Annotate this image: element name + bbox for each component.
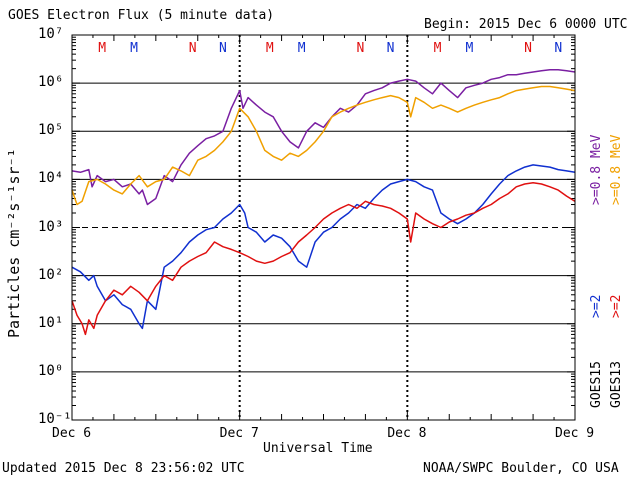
x-tick-label: Dec 7 xyxy=(219,426,259,441)
y-tick-label: 10⁰ xyxy=(38,362,64,379)
begin-time: Begin: 2015 Dec 6 0000 UTC xyxy=(424,17,628,32)
marker-N: N xyxy=(524,41,532,56)
updated-time: Updated 2015 Dec 8 23:56:02 UTC xyxy=(2,461,245,476)
marker-N: N xyxy=(387,41,395,56)
y-tick-label: 10² xyxy=(38,266,64,283)
series-line-1 xyxy=(71,68,576,206)
legend-satellite: GOES13 xyxy=(609,361,624,408)
marker-N: N xyxy=(189,41,197,56)
x-tick-label: Dec 9 xyxy=(555,426,595,441)
chart-title: GOES Electron Flux (5 minute data) xyxy=(8,8,275,23)
legend-satellite: GOES15 xyxy=(589,361,604,408)
y-tick-label: 10¹ xyxy=(38,314,64,331)
marker-M: M xyxy=(98,41,106,56)
marker-N: N xyxy=(554,41,562,56)
legend-label: >=2 xyxy=(589,294,604,318)
y-tick-label: 10³ xyxy=(38,218,64,235)
series-line-4 xyxy=(71,182,576,336)
legend-label: >=2 xyxy=(609,294,624,318)
marker-M: M xyxy=(465,41,473,56)
plot-frame xyxy=(71,34,576,421)
credit: NOAA/SWPC Boulder, CO USA xyxy=(423,461,619,476)
legend-label: >=0.8 MeV xyxy=(609,134,624,205)
marker-M: M xyxy=(298,41,306,56)
y-tick-label: 10⁵ xyxy=(38,122,64,139)
y-tick-label: 10⁻¹ xyxy=(38,411,72,427)
x-axis-label: Universal Time xyxy=(263,441,373,456)
legend-label: >=0.8 MeV xyxy=(589,134,604,205)
marker-N: N xyxy=(219,41,227,56)
series-line-3 xyxy=(71,164,576,330)
marker-M: M xyxy=(434,41,442,56)
grid-layer xyxy=(71,34,576,421)
y-tick-label: 10⁶ xyxy=(38,74,64,91)
series-layer xyxy=(71,68,576,336)
y-tick-label: 10⁴ xyxy=(38,170,64,187)
y-axis-label: Particles cm⁻²s⁻¹sr⁻¹ xyxy=(5,148,23,338)
marker-M: M xyxy=(130,41,138,56)
x-tick-label: Dec 6 xyxy=(52,426,92,441)
series-line-2 xyxy=(71,85,576,206)
y-tick-label: 10⁷ xyxy=(38,26,64,42)
x-tick-label: Dec 8 xyxy=(387,426,427,441)
marker-M: M xyxy=(266,41,274,56)
marker-N: N xyxy=(356,41,364,56)
